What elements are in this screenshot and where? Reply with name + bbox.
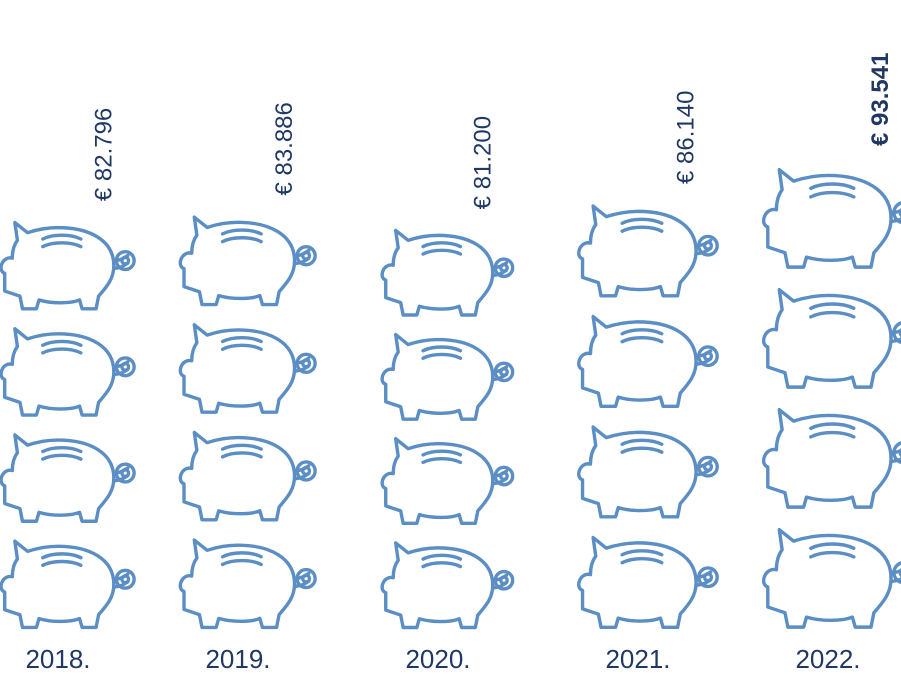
pig-stack-item bbox=[577, 204, 719, 298]
pig-stack-item bbox=[178, 323, 317, 414]
piggy-bank-icon bbox=[762, 527, 901, 629]
piggy-bank-icon bbox=[577, 425, 719, 519]
pig-stack-item bbox=[380, 541, 515, 630]
piggy-bank-icon bbox=[0, 433, 136, 523]
pig-stack-item bbox=[380, 437, 515, 526]
pig-stack-item bbox=[762, 167, 901, 269]
category-label: 2020. bbox=[405, 644, 470, 674]
piggy-bank-icon bbox=[762, 407, 901, 509]
pig-stack-item bbox=[0, 539, 136, 630]
pig-stack-item bbox=[577, 314, 719, 409]
piggy-bank-icon bbox=[577, 204, 719, 298]
pig-stack-item bbox=[577, 425, 719, 519]
category-label: 2019. bbox=[205, 644, 270, 674]
bar-2019: € 83.886 2019. bbox=[178, 102, 317, 674]
pig-stack-item bbox=[0, 327, 136, 417]
piggy-bank-icon bbox=[178, 538, 317, 630]
category-label: 2018. bbox=[25, 644, 90, 674]
pig-stack-item bbox=[380, 332, 515, 421]
piggy-bank-icon bbox=[0, 327, 136, 417]
bar-2020: € 81.200 2020. bbox=[380, 116, 515, 674]
category-label: 2021. bbox=[605, 644, 670, 674]
piggy-bank-icon bbox=[380, 332, 515, 421]
piggy-bank-icon bbox=[577, 314, 719, 409]
piggy-bank-icon bbox=[762, 287, 901, 389]
piggy-bank-icon bbox=[380, 541, 515, 630]
pig-stack-item bbox=[762, 407, 901, 509]
pig-stack-item bbox=[178, 430, 317, 522]
bar-2018: € 82.796 2018. bbox=[0, 108, 136, 674]
value-label: € 81.200 bbox=[469, 116, 496, 209]
value-label: € 86.140 bbox=[672, 91, 699, 184]
pig-stack-item bbox=[178, 215, 317, 307]
pig-stack-item bbox=[0, 220, 136, 311]
piggy-bank-icon bbox=[178, 215, 317, 307]
piggy-bank-icon bbox=[0, 220, 136, 311]
piggy-bank-icon bbox=[762, 167, 901, 269]
piggy-bank-icon bbox=[380, 437, 515, 526]
pig-stack-item bbox=[577, 535, 719, 630]
pig-stack-item bbox=[762, 287, 901, 389]
piggy-bank-icon bbox=[0, 539, 136, 630]
bar-2021: € 86.140 2021. bbox=[577, 91, 719, 674]
piggy-bank-icon bbox=[178, 430, 317, 522]
value-label: € 93.541 bbox=[867, 53, 894, 146]
pig-stack-item bbox=[0, 433, 136, 523]
pig-stack-item bbox=[178, 538, 317, 630]
pig-stack-item bbox=[762, 527, 901, 629]
category-label: 2022. bbox=[795, 644, 860, 674]
bar-2022: € 93.541 2022. bbox=[762, 53, 901, 674]
value-label: € 83.886 bbox=[271, 102, 298, 195]
piggy-bank-icon bbox=[178, 323, 317, 414]
piggy-bank-icon bbox=[380, 228, 515, 317]
pig-stack-item bbox=[380, 228, 515, 317]
piggy-bank-icon bbox=[577, 535, 719, 630]
value-label: € 82.796 bbox=[90, 108, 117, 201]
